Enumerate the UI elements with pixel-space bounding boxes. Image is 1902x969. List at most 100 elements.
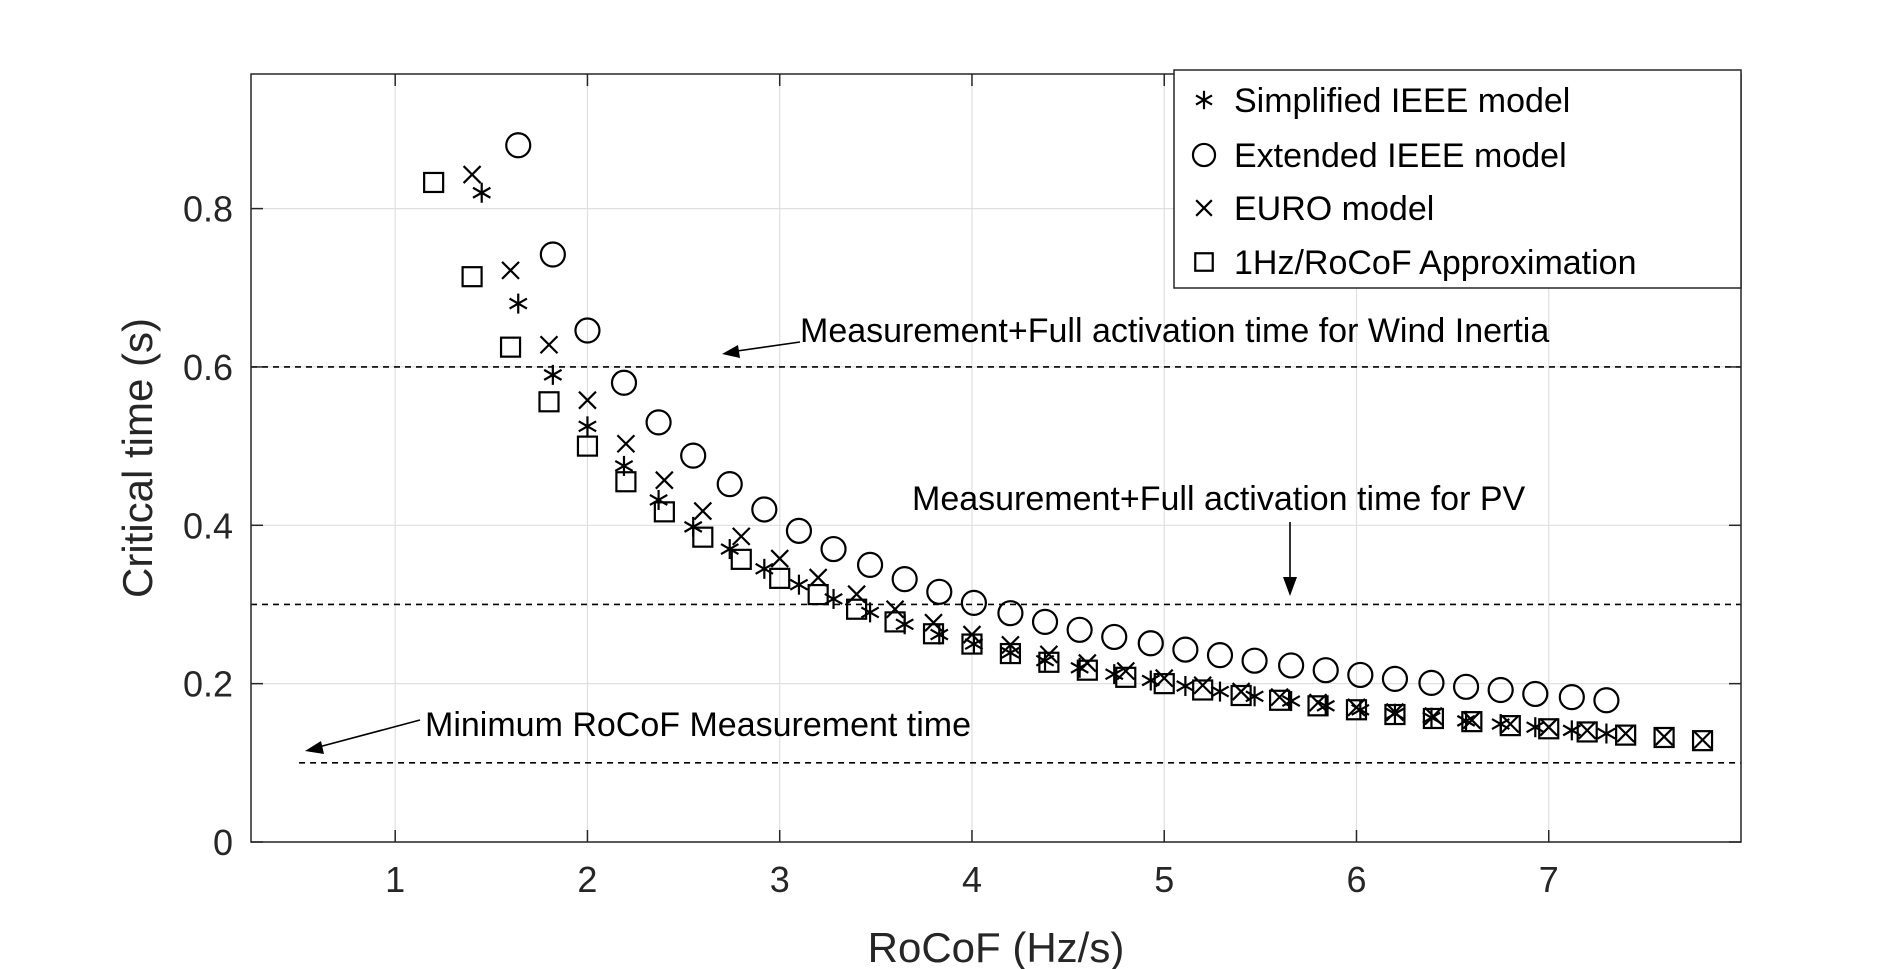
square-marker: [1345, 699, 1368, 721]
x-marker: [770, 549, 789, 568]
square-marker: [576, 435, 599, 457]
legend-label: 1Hz/RoCoF Approximation: [1234, 244, 1637, 282]
square-marker: [1153, 673, 1175, 695]
y-tick-label: 0.2: [183, 664, 233, 705]
asterisk-marker: [543, 364, 563, 385]
square-marker: [961, 633, 983, 655]
y-axis-title: Critical time (s): [114, 318, 161, 598]
series-square: [423, 171, 1714, 752]
circle-marker: [1418, 669, 1445, 696]
reference-lines: [251, 366, 1741, 764]
x-tick-label: 4: [962, 859, 982, 900]
legend-label: Extended IEEE model: [1234, 137, 1567, 175]
circle-marker: [1347, 661, 1374, 689]
x-tick-label: 5: [1154, 859, 1174, 900]
legend-asterisk-icon: [1195, 90, 1213, 110]
square-marker: [846, 598, 868, 620]
circle-marker: [820, 535, 847, 563]
annotation-min-rocof: Minimum RoCoF Measurement time: [425, 706, 971, 744]
square-marker: [653, 501, 675, 523]
circle-marker: [856, 551, 884, 578]
circle-marker: [1172, 636, 1199, 663]
square-marker: [1499, 715, 1521, 737]
circle-marker: [1558, 684, 1585, 711]
x-marker: [1154, 668, 1174, 688]
circle-marker: [960, 589, 987, 616]
asterisk-marker: [1141, 670, 1161, 691]
x-marker: [1539, 717, 1559, 737]
circle-marker: [610, 369, 638, 396]
circle-marker: [505, 132, 532, 159]
y-tick-label: 0.8: [183, 189, 233, 230]
asterisk-marker: [578, 416, 597, 437]
arrow-wind-inertia: [729, 341, 801, 353]
square-marker: [1384, 703, 1406, 726]
asterisk-marker: [472, 182, 491, 203]
x-marker: [1078, 653, 1097, 673]
square-marker: [615, 471, 637, 493]
square-marker: [423, 171, 445, 194]
legend-x-icon: [1195, 199, 1213, 217]
x-marker: [1654, 727, 1674, 746]
legend-circle-icon: [1191, 142, 1217, 168]
x-marker: [1347, 698, 1366, 717]
x-marker: [1577, 721, 1597, 740]
x-marker: [1424, 706, 1443, 726]
circle-marker: [1241, 647, 1268, 674]
square-marker: [1422, 707, 1444, 730]
asterisk-marker: [508, 293, 528, 314]
x-marker: [655, 470, 674, 490]
x-marker: [1501, 714, 1520, 734]
legend-box: [1173, 69, 1742, 289]
square-marker: [1691, 730, 1714, 752]
x-marker: [693, 501, 713, 521]
legend-label: Simplified IEEE model: [1234, 82, 1570, 120]
arrowhead-wind-inertia: [722, 345, 740, 358]
asterisk-marker: [789, 574, 809, 595]
x-marker: [462, 165, 482, 184]
arrow-min-rocof: [314, 719, 421, 749]
square-marker: [1192, 679, 1214, 701]
x-marker: [924, 613, 943, 632]
square-marker: [884, 611, 906, 633]
x-marker: [731, 527, 751, 546]
square-marker: [461, 266, 483, 288]
square-marker: [499, 336, 522, 358]
x-marker: [616, 434, 636, 454]
y-tick-label: 0: [213, 822, 233, 863]
square-marker: [922, 623, 945, 645]
circle-marker: [1278, 652, 1305, 679]
circle-marker: [785, 517, 813, 544]
x-marker: [1385, 702, 1405, 722]
circle-marker: [1137, 630, 1164, 657]
circle-marker: [645, 409, 672, 436]
circle-marker: [716, 471, 743, 498]
x-marker: [808, 568, 828, 587]
series-circle: [505, 132, 1620, 714]
x-marker: [501, 261, 520, 280]
series-x: [462, 165, 1712, 750]
asterisk-marker: [1281, 691, 1301, 712]
x-tick-label: 3: [770, 859, 790, 900]
x-axis-title: RoCoF (Hz/s): [868, 924, 1125, 969]
data-marks: [423, 132, 1714, 752]
x-marker: [1616, 724, 1635, 743]
x-tick-label: 1: [385, 859, 405, 900]
circle-marker: [926, 578, 953, 605]
x-marker: [539, 335, 559, 355]
annotations: Measurement+Full activation time for Win…: [305, 312, 1549, 754]
x-tick-label: 6: [1346, 859, 1366, 900]
circle-marker: [574, 317, 601, 344]
square-marker: [1230, 684, 1252, 707]
circle-marker: [1066, 616, 1093, 643]
x-marker: [578, 390, 597, 410]
asterisk-marker: [1316, 695, 1335, 716]
square-marker: [1653, 726, 1675, 749]
square-marker: [1307, 695, 1329, 717]
circle-marker: [1101, 623, 1128, 651]
square-marker: [538, 391, 560, 413]
asterisk-marker: [860, 602, 880, 623]
circle-marker: [1206, 642, 1234, 669]
circle-marker: [891, 566, 918, 593]
